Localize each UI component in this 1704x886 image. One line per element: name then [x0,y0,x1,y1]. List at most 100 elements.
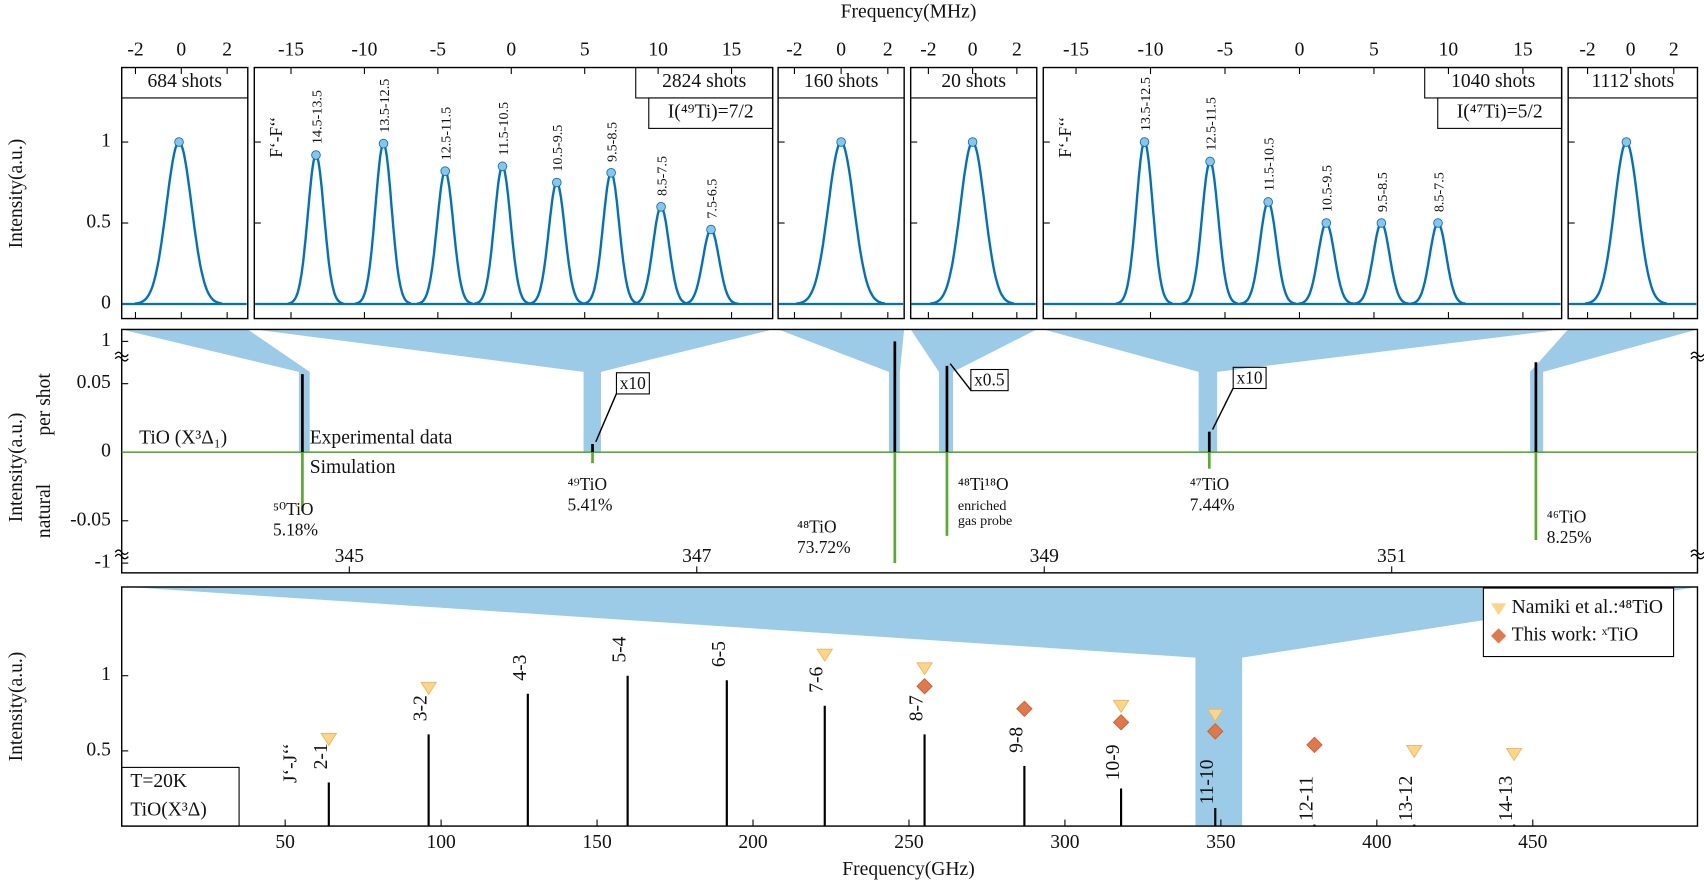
transition-title: J‘-J‘‘ [280,743,301,783]
scale-label: x10 [1236,368,1262,387]
x-tick-label: 0 [836,40,846,61]
panel-frame [777,66,905,320]
scale-arrow [1211,387,1234,430]
peak-label: 10.5-9.5 [1320,165,1336,212]
panel-annotation: TiO(X³Δ) [130,799,206,820]
panel-annotation: TiO (X³Δ₁) [139,428,227,449]
diamond-marker [1112,714,1130,731]
legend-label: Experimental data [310,428,453,449]
transition-label: 11-10 [1197,759,1218,804]
data-point [836,137,846,147]
transition-label: 4-3 [510,654,531,680]
y-tick-label: 0.5 [86,211,111,232]
peak-label: 13.5-12.5 [1138,77,1154,131]
data-point [606,168,616,178]
abundance-label: 73.72% [797,538,851,557]
shots-label: 1040 shots [1451,71,1535,92]
peak-label: 8.5-7.5 [1431,172,1447,212]
peak-label: 9.5-8.5 [1375,172,1391,212]
x-tick-label: 150 [582,832,612,853]
x-tick-label: 250 [894,832,924,853]
axis-title: Frequency(MHz) [841,2,977,23]
zoom-band [254,329,773,453]
x-tick-label: 10 [648,40,668,61]
zoom-band [1043,329,1562,453]
y-tick-label: 0.05 [77,372,111,393]
x-tick-label: 0 [176,40,186,61]
transition-label: 12-11 [1296,776,1317,821]
triangle-marker [816,648,834,662]
triangle-marker [1405,745,1423,759]
legend-label: This work: ˣTiO [1512,624,1639,645]
triangle-marker [916,662,933,676]
peak-label: 10.5-9.5 [550,125,566,172]
x-tick-label: 2 [1669,40,1679,61]
x-tick-label: 345 [335,546,365,567]
y-axis-title: Intensity(a.u.) [6,413,27,523]
y-axis-unit: per shot [34,373,55,436]
shots-label: 160 shots [804,71,878,92]
data-point [174,137,184,147]
transition-label: 8-7 [907,695,928,721]
x-tick-label: 350 [1206,832,1236,853]
data-point [378,138,389,149]
triangle-marker [1505,748,1523,762]
probe-note: enriched [958,498,1007,514]
x-tick-label: 2 [883,40,893,61]
transition-label: 6-5 [709,641,730,667]
zoom-band [1530,329,1698,453]
transition-label: 10-9 [1103,744,1124,780]
data-point [440,166,450,176]
panel-frame [121,328,1699,574]
isotope-label: ⁴⁶TiO [1547,508,1587,527]
data-point [1139,137,1150,147]
transition-label: 13-12 [1396,776,1417,822]
peak-label: 14.5-13.5 [309,90,325,144]
x-tick-label: 351 [1377,546,1406,567]
shots-label: 1112 shots [1591,71,1674,92]
legend-marker [1491,603,1507,616]
peak-label: 12.5-11.5 [439,107,455,161]
peak-label: 9.5-8.5 [605,122,621,162]
label-box [648,97,774,129]
x-tick-label: -2 [786,40,802,61]
x-tick-label: 347 [682,546,712,567]
y-axis-title: Intensity(a.u.) [6,652,27,762]
x-tick-label: 5 [580,40,590,61]
isotope-label: ⁴⁹TiO [568,475,608,494]
data-point [1621,137,1632,147]
legend-box [1482,587,1675,658]
y-tick-label: -0.05 [70,509,111,530]
x-tick-label: 0 [968,40,978,61]
x-tick-label: 200 [738,832,768,853]
y-axis-sim: natural [34,483,55,538]
y-tick-label: -1 [95,552,111,573]
x-tick-label: -2 [127,40,143,61]
data-point [1433,218,1443,228]
abundance-label: 7.44% [1190,496,1235,515]
x-tick-label: 10 [1439,40,1459,61]
y-tick-label: 1 [101,131,111,152]
transition-label: 14-13 [1496,775,1517,821]
triangle-marker [420,681,438,696]
scale-arrow [949,363,972,391]
x-tick-label: 100 [426,832,456,853]
axis-breaks [114,351,1704,560]
data-point [1321,218,1332,228]
data-point [706,224,716,235]
x-tick-label: -5 [430,40,447,61]
peak-label: 12.5-11.5 [1204,97,1220,151]
data-point [656,202,666,212]
x-tick-label: 5 [1369,40,1379,61]
x-tick-label: 2 [222,40,232,61]
panel-frame [253,66,774,320]
data-point [1205,156,1215,167]
label-box [970,368,1009,392]
abundance-label: 5.41% [568,496,613,515]
zoom-band [128,586,1698,827]
x-tick-label: 300 [1050,832,1080,853]
zoom-band [910,329,1037,453]
transition-label: 2-1 [311,743,332,769]
zoom-bands [121,329,1698,827]
data-point [1263,197,1273,207]
